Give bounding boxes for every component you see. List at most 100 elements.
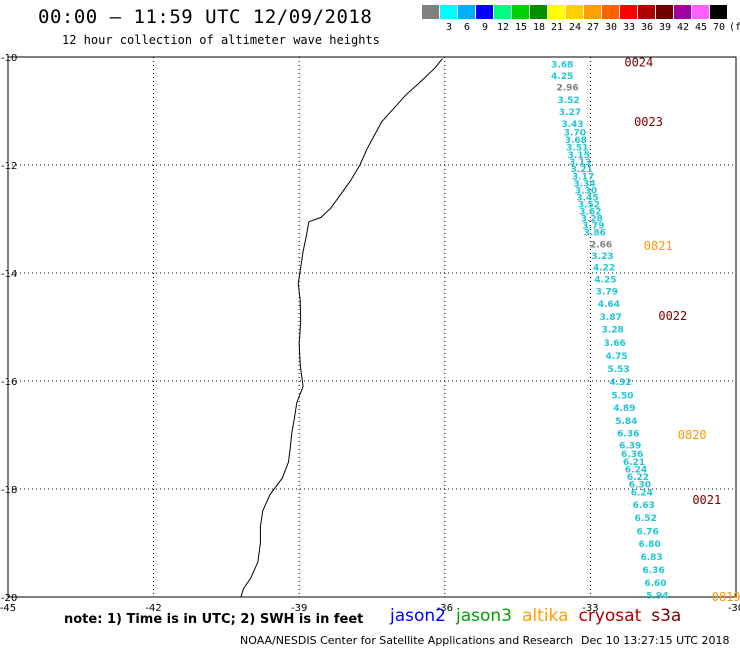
footer-note: note: 1) Time is in UTC; 2) SWH is in fe… [64, 612, 364, 627]
legend-label: 33 [622, 22, 636, 33]
wave-height-label: 3.70 [564, 129, 586, 139]
wave-height-label: 6.76 [637, 528, 659, 538]
lat-tick-label: -16 [1, 377, 17, 388]
legend-label: 42 [676, 22, 690, 33]
legend-swatch [602, 5, 620, 19]
wave-height-label: 3.43 [561, 120, 583, 130]
wave-height-label: 2.66 [590, 240, 612, 250]
legend-swatch [674, 5, 692, 19]
wave-height-label: 6.24 [631, 489, 653, 499]
map-frame [7, 56, 737, 598]
wave-height-label: 3.27 [559, 108, 581, 118]
wave-height-label: 4.89 [613, 404, 635, 414]
wave-height-label: 3.28 [581, 214, 603, 224]
wave-height-label: 3.68 [551, 60, 573, 70]
satellite-jason2: jason2 [390, 606, 446, 626]
wave-height-label: 6.36 [642, 566, 664, 576]
satellite-cryosat: cryosat [578, 606, 642, 626]
wave-height-label: 6.36 [617, 429, 639, 439]
legend-label: 70 [712, 22, 726, 33]
wave-height-label: 4.32 [609, 378, 631, 388]
legend-unit: (ft) [729, 22, 740, 33]
wave-height-label: 5.94 [646, 591, 668, 601]
legend-swatch [422, 5, 440, 19]
lon-tick-label: -45 [0, 603, 16, 614]
wave-height-label: 4.75 [605, 352, 627, 362]
legend-label: 36 [640, 22, 654, 33]
legend-label: 12 [496, 22, 510, 33]
legend-swatch [494, 5, 512, 19]
wave-height-label: 4.22 [593, 264, 615, 274]
wave-height-label: 6.22 [627, 473, 649, 483]
legend-label: 9 [481, 22, 489, 33]
legend-swatch [584, 5, 602, 19]
wave-height-label: 6.24 [625, 465, 647, 475]
pass-time-label: 0821 [644, 239, 673, 253]
legend-label: 27 [586, 22, 600, 33]
satellite-legend: jason2 jason3 altika cryosat s3a [390, 606, 691, 626]
pass-time-label: 0819 [712, 590, 740, 604]
pass-time-label: 0023 [634, 115, 663, 129]
legend-label: 6 [463, 22, 471, 33]
lon-tick-label: -39 [291, 603, 307, 614]
lon-tick-label: -42 [145, 603, 161, 614]
legend-label: 3 [445, 22, 453, 33]
lon-tick-label: -36 [437, 603, 453, 614]
generated-timestamp: Dec 10 13:27:15 UTC 2018 [581, 634, 730, 647]
legend-swatch [440, 5, 458, 19]
wave-height-label: 4.25 [551, 72, 573, 82]
wave-height-label: 3.79 [596, 287, 618, 297]
legend-label: 21 [550, 22, 564, 33]
wave-height-label: 6.30 [629, 481, 651, 491]
satellite-altika: altika [522, 606, 569, 626]
legend-swatch [692, 5, 710, 19]
wave-height-label: 3.87 [600, 313, 622, 323]
wave-height-label: 6.83 [640, 553, 662, 563]
pass-time-label: 0820 [678, 428, 707, 442]
wave-height-label: 3.15 [568, 151, 590, 161]
legend-swatch [566, 5, 584, 19]
legend-swatch [638, 5, 656, 19]
wave-height-label: 3.34 [573, 179, 595, 189]
lat-tick-label: -20 [1, 593, 17, 604]
wave-height-label: 3.45 [576, 193, 598, 203]
legend-label: 45 [694, 22, 708, 33]
wave-height-label: 3.52 [578, 200, 600, 210]
wave-height-label: 2.96 [556, 84, 578, 94]
wave-height-label: 3.52 [557, 96, 579, 106]
legend-swatch [458, 5, 476, 19]
wave-height-label: 3.62 [579, 207, 601, 217]
wave-height-label: 4.64 [598, 300, 620, 310]
satellite-s3a: s3a [651, 606, 682, 626]
wave-height-label: 6.36 [621, 450, 643, 460]
pass-time-label: 0022 [658, 309, 687, 323]
wave-height-label: 3.68 [565, 136, 587, 146]
legend-label: 30 [604, 22, 618, 33]
pass-time-label: 0021 [692, 493, 721, 507]
legend-swatch [476, 5, 494, 19]
wave-height-label: 4.25 [594, 275, 616, 285]
lon-tick-label: -30 [728, 603, 740, 614]
legend-label: 39 [658, 22, 672, 33]
lat-tick-label: -12 [1, 161, 17, 172]
wave-height-label: 6.80 [639, 540, 661, 550]
wave-height-label: 5.50 [611, 392, 633, 402]
wave-height-label: 3.13 [569, 158, 591, 168]
legend-swatch [656, 5, 674, 19]
legend-label: 18 [532, 22, 546, 33]
coastline [240, 58, 443, 598]
wave-height-label: 6.63 [633, 501, 655, 511]
legend-swatch [710, 5, 728, 19]
satellite-jason3: jason3 [456, 606, 512, 626]
legend-swatch [512, 5, 530, 19]
page-subtitle: 12 hour collection of altimeter wave hei… [62, 33, 380, 47]
wave-height-label: 6.21 [623, 458, 645, 468]
wave-height-label: 3.17 [572, 172, 594, 182]
wave-height-label: 3.28 [602, 326, 624, 336]
page-title: 00:00 – 11:59 UTC 12/09/2018 [38, 6, 373, 28]
wave-height-label: 3.66 [604, 339, 626, 349]
wave-height-label: 3.79 [582, 221, 604, 231]
lat-tick-label: -10 [1, 53, 17, 64]
lat-tick-label: -14 [1, 269, 17, 280]
